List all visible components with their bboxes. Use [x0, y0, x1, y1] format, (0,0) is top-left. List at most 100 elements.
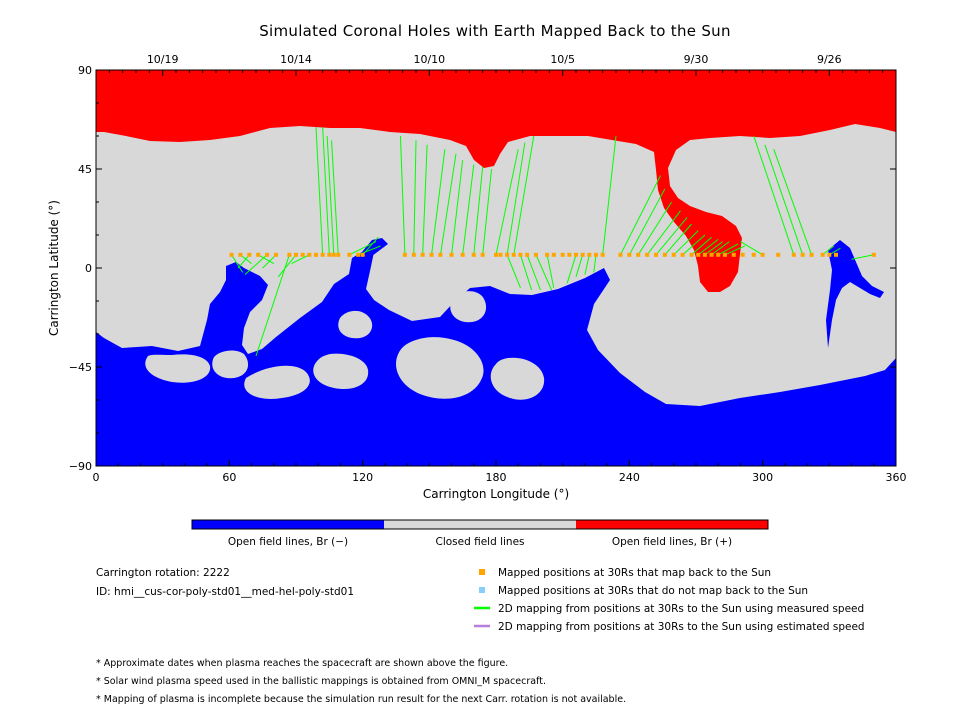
mapping-line — [697, 239, 719, 256]
closed-island-5 — [396, 337, 484, 399]
mapping-line — [584, 254, 590, 275]
mapped-point — [662, 252, 667, 257]
mapped-point — [314, 252, 318, 257]
mapping-line — [322, 127, 330, 255]
note-2: * Solar wind plasma speed used in the ba… — [96, 676, 546, 687]
mapped-point — [654, 252, 658, 257]
mapping-line — [646, 210, 681, 256]
mapping-line — [362, 236, 379, 256]
legend-label: 2D mapping from positions at 30Rs to the… — [498, 621, 865, 633]
mapping-line — [462, 164, 475, 255]
mapping-line — [764, 144, 804, 255]
mapping-line — [619, 175, 661, 256]
mapped-point — [776, 252, 781, 257]
mapped-point — [265, 252, 270, 257]
mapped-point — [238, 252, 243, 257]
mapped-point — [716, 252, 721, 257]
x-axis-label: Carrington Longitude (°) — [423, 487, 569, 501]
mapped-point — [411, 252, 416, 257]
mapped-point — [287, 252, 292, 257]
mapped-point — [689, 252, 694, 257]
colorbar-label: Open field lines, Br (−) — [228, 536, 348, 548]
mapping-line — [691, 236, 712, 256]
mapping-line — [773, 149, 813, 255]
mapping-line — [513, 135, 535, 255]
mapped-point — [511, 252, 516, 257]
mapped-point — [551, 252, 556, 257]
y-axis-label: Carrington Latitude (°) — [47, 200, 61, 336]
mapping-line — [399, 135, 406, 255]
legend-label: Mapped positions at 30Rs that do not map… — [498, 585, 808, 597]
mapped-point — [545, 252, 550, 257]
mapped-point — [449, 252, 454, 257]
mapping-line — [519, 254, 533, 291]
mapped-point — [600, 252, 605, 257]
mapping-line — [237, 254, 250, 269]
mapped-point — [587, 252, 592, 257]
north-positive-region — [96, 70, 896, 292]
mapped-point — [229, 252, 234, 257]
mapped-point — [820, 252, 825, 257]
mapping-line — [673, 230, 699, 256]
mapped-point — [471, 252, 476, 257]
closed-island-4 — [313, 353, 369, 390]
y-tick-label: −90 — [69, 460, 92, 473]
closed-island-3 — [244, 365, 310, 399]
mapped-point — [594, 252, 598, 257]
mapped-point — [307, 252, 312, 257]
carrington-rotation: Carrington rotation: 2222 — [96, 567, 230, 579]
mapped-point — [518, 252, 523, 257]
y-tick-label: −45 — [69, 361, 92, 374]
mapped-point — [327, 252, 332, 257]
mapped-point — [294, 252, 298, 257]
mapped-point — [331, 252, 336, 257]
closed-island-6 — [490, 357, 545, 400]
colorbar-frame — [191, 519, 769, 530]
mapping-line — [711, 241, 730, 256]
mapping-line — [291, 254, 310, 265]
x-tick-label: 120 — [352, 471, 373, 484]
mapping-line — [535, 254, 553, 291]
mapping-line — [575, 254, 584, 277]
legend-marker — [479, 587, 485, 593]
date-axis: 10/19 10/14 10/10 10/5 9/30 9/26 — [95, 53, 897, 76]
mapped-point — [460, 252, 465, 257]
mapped-point — [702, 252, 707, 257]
mapped-point — [827, 252, 832, 257]
mapping-line — [431, 149, 446, 255]
closed-island-7 — [450, 291, 487, 323]
legend-marker — [479, 569, 485, 575]
mapping-line — [331, 140, 339, 255]
mapping-line — [439, 153, 457, 255]
mapping-line — [851, 254, 874, 260]
mapping-line — [422, 144, 428, 255]
mapped-point — [534, 252, 538, 257]
mapping-line — [413, 140, 417, 255]
mapping-line — [664, 223, 692, 256]
mapped-point — [834, 252, 838, 257]
mapped-point — [574, 252, 578, 257]
mapping-line — [637, 201, 672, 256]
mapped-point — [402, 252, 407, 257]
east-negative-region — [826, 240, 884, 348]
colorbar: Open field lines, Br (−) Closed field lin… — [191, 519, 769, 548]
mapped-point — [360, 252, 365, 257]
date-tick-label: 9/30 — [684, 53, 709, 66]
mapped-point — [871, 252, 876, 257]
legend: Mapped positions at 30Rs that map back t… — [474, 567, 865, 633]
mapped-point — [645, 252, 650, 257]
mapping-line — [740, 241, 763, 256]
x-tick-label: 240 — [619, 471, 640, 484]
mapped-point — [347, 252, 352, 257]
mapped-points — [229, 252, 876, 257]
mapped-point — [560, 252, 565, 257]
mapped-point — [438, 252, 443, 257]
date-tick-label: 9/26 — [817, 53, 842, 66]
mapped-point — [671, 252, 676, 257]
mapped-point — [480, 252, 485, 257]
x-tick-label: 300 — [752, 471, 773, 484]
mapping-line — [546, 254, 555, 288]
mapping-line — [655, 217, 688, 256]
y-axis: 90 45 0 −45 −90 — [69, 64, 896, 473]
y-tick-label: 0 — [85, 262, 92, 275]
